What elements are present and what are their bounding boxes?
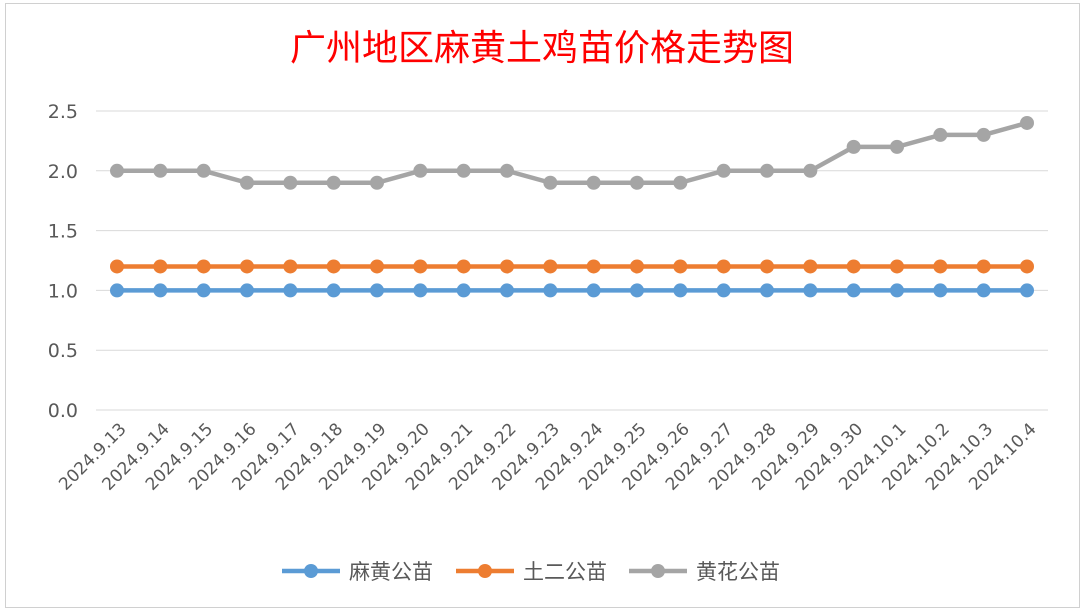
data-point — [760, 259, 774, 274]
y-tick-label: 2.0 — [48, 161, 78, 183]
data-point — [456, 283, 471, 298]
line-chart: 广州地区麻黄土鸡苗价格走势图 0.0 0.5 1.0 1.5 2.0 2.5 2024.9… — [48, 28, 1048, 584]
data-point — [673, 175, 688, 190]
series-line — [114, 120, 1030, 186]
legend-marker — [304, 564, 318, 578]
data-point — [326, 175, 341, 190]
x-axis-ticks: 2024.9.132024.9.142024.9.152024.9.162024… — [55, 419, 1040, 494]
data-point — [760, 283, 774, 298]
y-tick-label: 0.0 — [48, 400, 78, 422]
data-point — [283, 259, 298, 274]
data-point — [846, 139, 861, 154]
data-point — [456, 163, 471, 178]
data-point — [456, 259, 471, 274]
data-point — [716, 283, 731, 298]
data-point — [196, 163, 211, 178]
data-point — [283, 175, 298, 190]
data-point — [1020, 283, 1034, 298]
data-point — [240, 259, 254, 274]
data-point — [326, 283, 341, 298]
series-2 — [110, 259, 1034, 274]
data-point — [413, 259, 428, 274]
data-point — [716, 163, 731, 178]
legend-label: 黄花公苗 — [696, 560, 780, 584]
data-point — [110, 283, 124, 298]
data-point — [543, 283, 558, 298]
data-point — [413, 283, 428, 298]
data-point — [326, 259, 341, 274]
data-point — [846, 283, 861, 298]
data-point — [500, 163, 514, 178]
data-point — [630, 259, 644, 274]
y-axis-ticks: 0.0 0.5 1.0 1.5 2.0 2.5 — [48, 101, 78, 422]
data-point — [976, 127, 991, 142]
y-tick-label: 1.0 — [48, 280, 78, 302]
data-point — [196, 283, 211, 298]
data-point — [283, 283, 298, 298]
data-point — [673, 259, 688, 274]
data-point — [586, 283, 601, 298]
data-point — [1020, 115, 1034, 130]
data-point — [543, 175, 558, 190]
y-tick-label: 2.5 — [48, 101, 78, 123]
data-point — [110, 163, 124, 178]
legend: 麻黄公苗 土二公苗 黄花公苗 — [282, 560, 780, 584]
chart-area: 广州地区麻黄土鸡苗价格走势图 0.0 0.5 1.0 1.5 2.0 2.5 2024.9… — [5, 3, 1080, 608]
data-point — [153, 163, 168, 178]
data-point — [673, 283, 688, 298]
data-point — [240, 283, 254, 298]
data-point — [890, 283, 904, 298]
data-point — [890, 259, 904, 274]
data-point — [933, 127, 948, 142]
data-point — [630, 283, 644, 298]
legend-marker — [651, 564, 665, 578]
data-point — [370, 175, 384, 190]
data-point — [586, 175, 601, 190]
data-point — [240, 175, 254, 190]
data-point — [586, 259, 601, 274]
data-point — [110, 259, 124, 274]
data-point — [630, 175, 644, 190]
data-point — [716, 259, 731, 274]
data-point — [500, 283, 514, 298]
data-point — [933, 283, 948, 298]
data-point — [370, 283, 384, 298]
data-point — [976, 283, 991, 298]
series-1 — [110, 283, 1034, 298]
y-tick-label: 1.5 — [48, 221, 78, 243]
data-point — [153, 259, 168, 274]
data-point — [1020, 259, 1034, 274]
data-point — [500, 259, 514, 274]
series-3 — [110, 115, 1034, 190]
data-point — [803, 163, 818, 178]
legend-label: 麻黄公苗 — [349, 560, 433, 584]
data-point — [890, 139, 904, 154]
series-group — [110, 115, 1034, 298]
data-point — [413, 163, 428, 178]
data-point — [543, 259, 558, 274]
chart-title: 广州地区麻黄土鸡苗价格走势图 — [290, 28, 794, 69]
data-point — [976, 259, 991, 274]
legend-marker — [478, 564, 492, 578]
legend-item: 土二公苗 — [456, 560, 607, 584]
data-point — [370, 259, 384, 274]
legend-item: 黄花公苗 — [629, 560, 780, 584]
data-point — [933, 259, 948, 274]
data-point — [803, 259, 818, 274]
data-point — [760, 163, 774, 178]
data-point — [196, 259, 211, 274]
gridlines — [96, 110, 1048, 411]
y-tick-label: 0.5 — [48, 340, 78, 362]
legend-item: 麻黄公苗 — [282, 560, 433, 584]
data-point — [846, 259, 861, 274]
legend-label: 土二公苗 — [523, 560, 607, 584]
data-point — [153, 283, 168, 298]
data-point — [803, 283, 818, 298]
